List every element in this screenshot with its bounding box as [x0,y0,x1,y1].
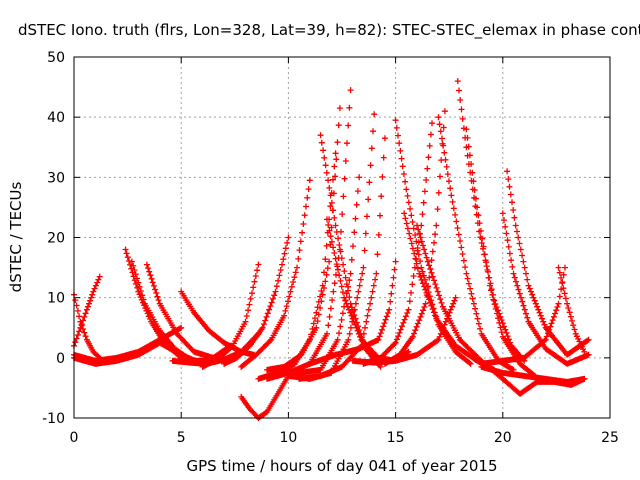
data-series [199,261,262,370]
data-series [360,120,435,367]
plus-marker-trace [478,363,588,385]
plus-marker-trace [221,234,292,367]
y-tick-label: 40 [47,110,65,126]
y-tick-label: 0 [56,351,65,367]
y-tick-label: 50 [47,50,65,66]
plus-marker-trace [381,108,448,367]
plus-marker-trace [504,168,592,358]
plus-marker-trace [199,261,262,370]
data-series [392,117,474,367]
data-series [71,291,103,361]
data-series [454,78,528,364]
plus-marker-trace [392,117,474,367]
plus-marker-trace [555,264,588,355]
plus-marker-trace [360,120,435,367]
data-series [478,363,588,385]
y-tick-label: 10 [47,291,65,307]
plot-frame [73,56,611,419]
data-series [381,108,448,367]
x-tick-label: 20 [494,430,512,446]
data-series [238,177,313,370]
plus-marker-trace [274,174,363,376]
plus-marker-trace [499,210,592,367]
y-tick-label: 20 [47,231,65,247]
x-tick-label: 0 [70,430,79,446]
data-marks [71,78,592,421]
y-tick-label: 30 [47,170,65,186]
plus-marker-trace [238,177,313,370]
x-tick-label: 5 [177,430,186,446]
plus-marker-trace [143,261,234,361]
y-axis-title: dSTEC / TECUs [7,181,25,292]
x-tick-label: 15 [387,430,405,446]
data-series [238,372,292,421]
data-series [555,264,588,355]
plus-marker-trace [71,291,103,361]
y-tick-label: -10 [42,411,65,427]
plus-marker-trace [463,126,538,379]
data-series [274,174,363,376]
x-axis-title: GPS time / hours of day 041 of year 2015 [187,457,498,475]
data-series [143,261,234,361]
x-tick-label: 10 [279,430,297,446]
data-series [221,234,292,367]
data-series [504,168,592,358]
data-series [264,87,354,382]
plus-marker-trace [454,78,528,364]
chart-title: dSTEC Iono. truth (flrs, Lon=328, Lat=39… [18,21,640,40]
data-series [463,126,538,379]
plus-marker-trace [264,87,354,382]
x-tick-label: 25 [601,430,619,446]
data-series [499,210,592,367]
plus-marker-trace [238,372,292,421]
